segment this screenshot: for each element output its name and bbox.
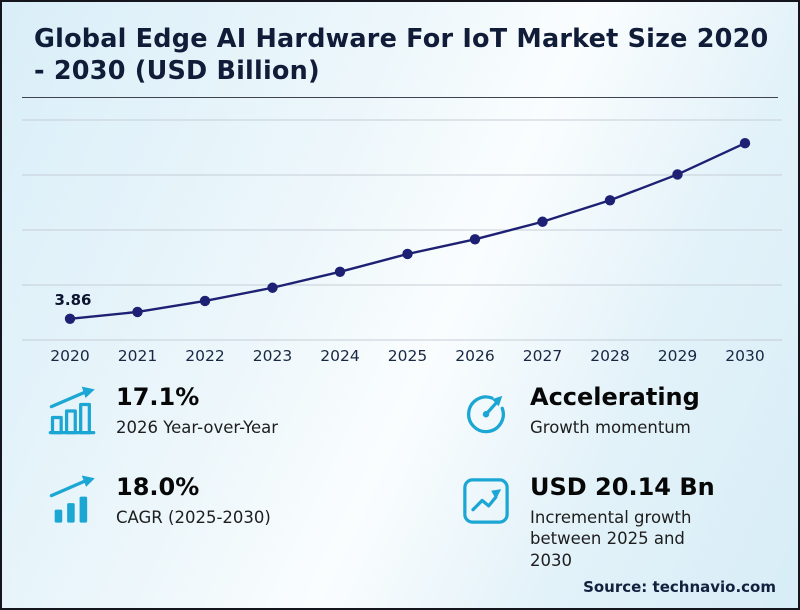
stat-value: 17.1% bbox=[116, 383, 200, 412]
stat-label: Growth momentum bbox=[530, 417, 691, 437]
x-tick-label: 2026 bbox=[455, 347, 494, 365]
rising-bars-arrow-icon bbox=[49, 475, 95, 523]
market-size-line-chart: 3.86 2020 2021 2022 2023 2024 2025 2026 2027 2028… bbox=[22, 119, 782, 365]
bar-chart-arrow-icon bbox=[48, 386, 96, 435]
x-tick-label: 2023 bbox=[253, 347, 292, 365]
data-point bbox=[537, 216, 548, 228]
source-credit: Source: technavio.com bbox=[583, 578, 776, 596]
stat-value: Accelerating bbox=[530, 383, 700, 412]
x-tick-label: 2029 bbox=[658, 347, 697, 365]
data-point bbox=[739, 138, 751, 149]
data-point bbox=[469, 234, 481, 245]
stat-value: USD 20.14 Bn bbox=[530, 473, 715, 502]
x-tick-label: 2022 bbox=[185, 347, 224, 365]
x-tick-label: 2021 bbox=[118, 347, 157, 365]
data-point bbox=[64, 313, 76, 325]
data-point bbox=[672, 169, 683, 180]
stat-label: Incremental growth between 2025 and 2030 bbox=[530, 507, 692, 570]
stat-label: CAGR (2025-2030) bbox=[116, 507, 271, 527]
stat-momentum: Accelerating Growth momentum bbox=[460, 384, 774, 438]
stat-value: 18.0% bbox=[116, 473, 200, 502]
x-tick-label: 2020 bbox=[50, 347, 89, 365]
x-tick-label: 2027 bbox=[523, 347, 562, 365]
x-tick-label: 2024 bbox=[320, 347, 359, 365]
stat-text: USD 20.14 Bn Incremental growth between … bbox=[530, 474, 730, 571]
data-point bbox=[402, 248, 413, 260]
series-line bbox=[69, 142, 746, 321]
stat-yoy-growth: 17.1% 2026 Year-over-Year bbox=[46, 384, 446, 438]
first-point-value-label: 3.86 bbox=[54, 291, 91, 309]
stats-grid: 17.1% 2026 Year-over-Year Accelerating G… bbox=[46, 384, 774, 571]
data-point bbox=[604, 195, 616, 206]
x-tick-label: 2028 bbox=[590, 347, 629, 365]
stat-text: 18.0% CAGR (2025-2030) bbox=[116, 474, 271, 528]
stat-text: Accelerating Growth momentum bbox=[530, 384, 700, 438]
data-point bbox=[334, 266, 346, 278]
gauge-icon bbox=[467, 395, 505, 434]
x-tick-label: 2025 bbox=[388, 347, 427, 365]
page-title: Global Edge AI Hardware For IoT Market S… bbox=[34, 24, 769, 86]
data-point bbox=[267, 282, 278, 294]
title-divider bbox=[22, 97, 778, 99]
stat-cagr: 18.0% CAGR (2025-2030) bbox=[46, 474, 446, 571]
stat-text: 17.1% 2026 Year-over-Year bbox=[116, 384, 278, 438]
data-point bbox=[199, 295, 211, 307]
stat-label: 2026 Year-over-Year bbox=[116, 417, 279, 437]
chart-box-icon bbox=[463, 478, 509, 524]
data-point bbox=[132, 306, 143, 318]
x-tick-label: 2030 bbox=[725, 347, 764, 365]
stat-incremental-growth: USD 20.14 Bn Incremental growth between … bbox=[460, 474, 774, 571]
